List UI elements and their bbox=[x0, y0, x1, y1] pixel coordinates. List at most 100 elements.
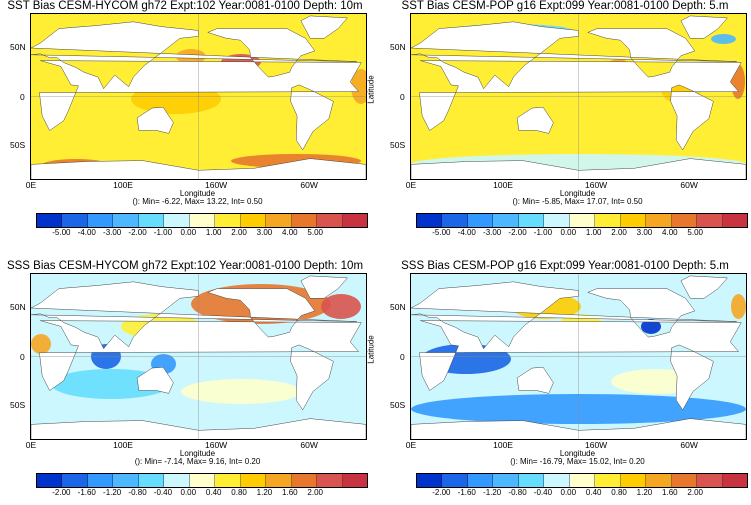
colorbar-tick: 0.00 bbox=[180, 228, 197, 237]
y-tick-50s: 50S bbox=[390, 400, 406, 410]
continents bbox=[411, 275, 746, 439]
colorbar-swatch bbox=[671, 214, 698, 227]
stats-text: (): Min= -16.79, Max= 15.02, Int= 0.20 bbox=[510, 457, 645, 466]
continents bbox=[31, 15, 366, 179]
colorbar-swatch bbox=[317, 474, 343, 487]
colorbar-swatch bbox=[189, 214, 216, 227]
colorbar-swatch bbox=[291, 474, 318, 487]
map-plot bbox=[30, 273, 367, 440]
map-svg bbox=[411, 14, 746, 179]
colorbar-tick: 3.00 bbox=[256, 228, 273, 237]
colorbar-swatch bbox=[569, 214, 596, 227]
stats-text: (): Min= -6.22, Max= 13.22, Int= 0.50 bbox=[132, 197, 263, 206]
colorbar bbox=[416, 213, 748, 228]
colorbar-swatch bbox=[87, 474, 114, 487]
colorbar-swatch bbox=[518, 474, 545, 487]
colorbar-swatch bbox=[240, 474, 267, 487]
panel-title: SST Bias CESM-POP g16 Expt:099 Year:0081… bbox=[401, 0, 729, 12]
y-tick-50s: 50S bbox=[10, 140, 26, 150]
map-svg bbox=[31, 14, 366, 179]
bias-region bbox=[731, 294, 746, 319]
colorbar-tick: 5.00 bbox=[687, 228, 704, 237]
panel-title: SSS Bias CESM-HYCOM gh72 Expt:102 Year:0… bbox=[6, 260, 364, 272]
x-tick-0e: 0E bbox=[25, 440, 37, 450]
colorbar-tick: 4.00 bbox=[662, 228, 678, 237]
colorbar-swatch bbox=[417, 474, 443, 487]
panel-title: SSS Bias CESM-POP g16 Expt:099 Year:0081… bbox=[401, 260, 729, 272]
colorbar-swatch bbox=[569, 474, 596, 487]
x-tick-160w: 160W bbox=[585, 180, 608, 190]
colorbar-tick: -3.00 bbox=[103, 228, 122, 237]
y-axis-label: Latitude bbox=[0, 320, 11, 380]
colorbar-tick: 0.00 bbox=[560, 488, 577, 497]
colorbar-tick: 1.20 bbox=[256, 488, 273, 497]
colorbar-tick: -1.00 bbox=[153, 228, 173, 237]
colorbar-swatch bbox=[37, 474, 63, 487]
colorbar-swatch bbox=[113, 214, 139, 227]
colorbar-swatch bbox=[518, 214, 545, 227]
colorbar-swatch bbox=[138, 474, 165, 487]
colorbar-tick: 4.00 bbox=[282, 228, 298, 237]
colorbar-tick: 0.40 bbox=[205, 488, 222, 497]
colorbar-swatch bbox=[467, 214, 494, 227]
colorbar-tick: 1.20 bbox=[636, 488, 653, 497]
colorbar-swatch bbox=[291, 214, 318, 227]
colorbar-swatch bbox=[240, 214, 267, 227]
colorbar-swatch bbox=[467, 474, 494, 487]
colorbar-swatch bbox=[266, 214, 292, 227]
colorbar-swatch bbox=[544, 474, 570, 487]
y-axis-label: Latitude bbox=[366, 75, 376, 104]
x-axis-label: Longitude bbox=[179, 189, 216, 198]
colorbar-tick: 5.00 bbox=[307, 228, 324, 237]
bias-region bbox=[351, 69, 366, 104]
colorbar-swatch bbox=[595, 214, 621, 227]
colorbar-tick: 2.00 bbox=[307, 488, 324, 497]
colorbar-tick: -0.40 bbox=[533, 488, 553, 497]
y-tick-50s: 50S bbox=[10, 400, 26, 410]
colorbar-swatch bbox=[442, 214, 468, 227]
map-svg bbox=[411, 274, 746, 439]
colorbar-tick: -0.40 bbox=[153, 488, 173, 497]
colorbar-swatch bbox=[87, 214, 114, 227]
x-tick-0e: 0E bbox=[25, 180, 37, 190]
colorbar-swatch bbox=[722, 214, 748, 227]
colorbar-swatch bbox=[342, 214, 368, 227]
colorbar-tick: 0.80 bbox=[231, 488, 247, 497]
y-tick-50n: 50N bbox=[390, 42, 406, 52]
colorbar-tick: -2.00 bbox=[128, 228, 147, 237]
colorbar-swatch bbox=[722, 474, 748, 487]
x-tick-60w: 60W bbox=[680, 180, 698, 190]
colorbar-swatch bbox=[697, 474, 723, 487]
x-tick-160w: 160W bbox=[205, 180, 228, 190]
colorbar-tick: -5.00 bbox=[52, 228, 71, 237]
bias-region bbox=[321, 294, 361, 319]
colorbar-tick: -2.00 bbox=[508, 228, 527, 237]
colorbar-tick: -2.00 bbox=[432, 488, 451, 497]
x-tick-60w: 60W bbox=[680, 440, 698, 450]
x-tick-160w: 160W bbox=[585, 440, 608, 450]
colorbar-swatch bbox=[164, 474, 190, 487]
y-axis-label: Latitude bbox=[0, 60, 11, 120]
colorbar-swatch bbox=[62, 474, 88, 487]
colorbar-swatch bbox=[113, 474, 139, 487]
colorbar-tick: 1.00 bbox=[205, 228, 222, 237]
colorbar-tick: 0.00 bbox=[560, 228, 577, 237]
map-svg bbox=[31, 274, 366, 439]
x-tick-100e: 100E bbox=[493, 180, 513, 190]
colorbar-swatch bbox=[646, 214, 672, 227]
x-axis-label: Longitude bbox=[179, 449, 216, 458]
y-tick-50n: 50N bbox=[390, 302, 406, 312]
colorbar-swatch bbox=[671, 474, 698, 487]
y-tick-0: 0 bbox=[20, 92, 25, 102]
x-tick-0e: 0E bbox=[405, 440, 417, 450]
colorbar-swatch bbox=[646, 474, 672, 487]
colorbar-tick: -4.00 bbox=[457, 228, 476, 237]
colorbar-tick: 2.00 bbox=[231, 228, 247, 237]
colorbar-tick: -5.00 bbox=[432, 228, 451, 237]
colorbar-swatch bbox=[442, 474, 468, 487]
colorbar-swatch bbox=[493, 214, 519, 227]
stats-text: (): Min= -7.14, Max= 9.16, Int= 0.20 bbox=[134, 457, 261, 466]
colorbar-swatch bbox=[697, 214, 723, 227]
colorbar-swatch bbox=[189, 474, 216, 487]
colorbar-swatch bbox=[620, 474, 647, 487]
